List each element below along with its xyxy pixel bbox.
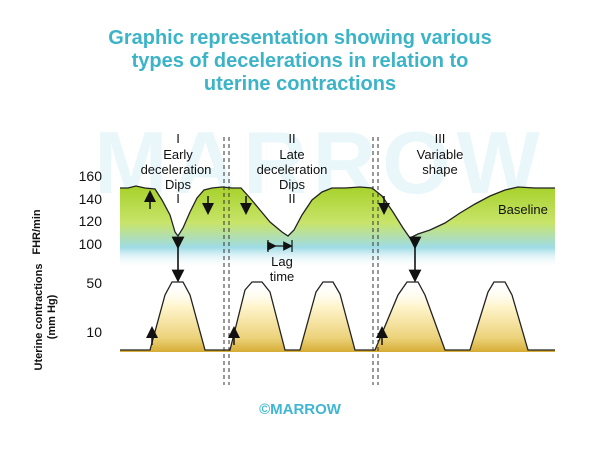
uc-area (120, 282, 555, 352)
section-3-name-2: shape (422, 162, 457, 177)
fhr-area (120, 186, 555, 268)
section-2-name-1: Late (279, 147, 304, 162)
title-line-2: types of decelerations in relation to (131, 50, 469, 72)
title-line-1: Graphic representation showing various (108, 27, 492, 49)
section-1-name-1: Early (163, 147, 193, 162)
uc-tick-10: 10 (86, 324, 102, 340)
fhr-trace (120, 185, 555, 239)
title-line-3: uterine contractions (203, 73, 397, 95)
section-2-name-2: deceleration (257, 162, 328, 177)
baseline-label: Baseline (498, 202, 548, 217)
uc-tick-50: 50 (86, 275, 102, 291)
fhr-axis-label: FHR/min (31, 209, 43, 255)
section-2-numeral: II (288, 131, 295, 146)
uc-axis-label-1: Uterine contractions (33, 264, 45, 371)
lag-time-label-1: Lag (271, 254, 293, 269)
uc-axis-label-2: (mm Hg) (46, 294, 58, 339)
section-1-numeral-below: I (176, 191, 180, 206)
fhr-tick-100: 100 (79, 236, 103, 252)
section-3-name-1: Variable (417, 147, 464, 162)
uc-trace (120, 281, 555, 351)
section-2-numeral-below: II (288, 191, 295, 206)
section-2-name-3: Dips (279, 177, 306, 192)
fhr-tick-140: 140 (79, 191, 103, 207)
section-1-name-2: deceleration (141, 162, 212, 177)
lag-time-label-2: time (270, 269, 295, 284)
section-3-numeral: III (435, 131, 446, 146)
section-1-numeral: I (176, 131, 180, 146)
fhr-tick-120: 120 (79, 213, 103, 229)
fhr-tick-160: 160 (79, 168, 103, 184)
section-1-name-3: Dips (165, 177, 192, 192)
footer-logo: ©MARROW (259, 401, 341, 418)
